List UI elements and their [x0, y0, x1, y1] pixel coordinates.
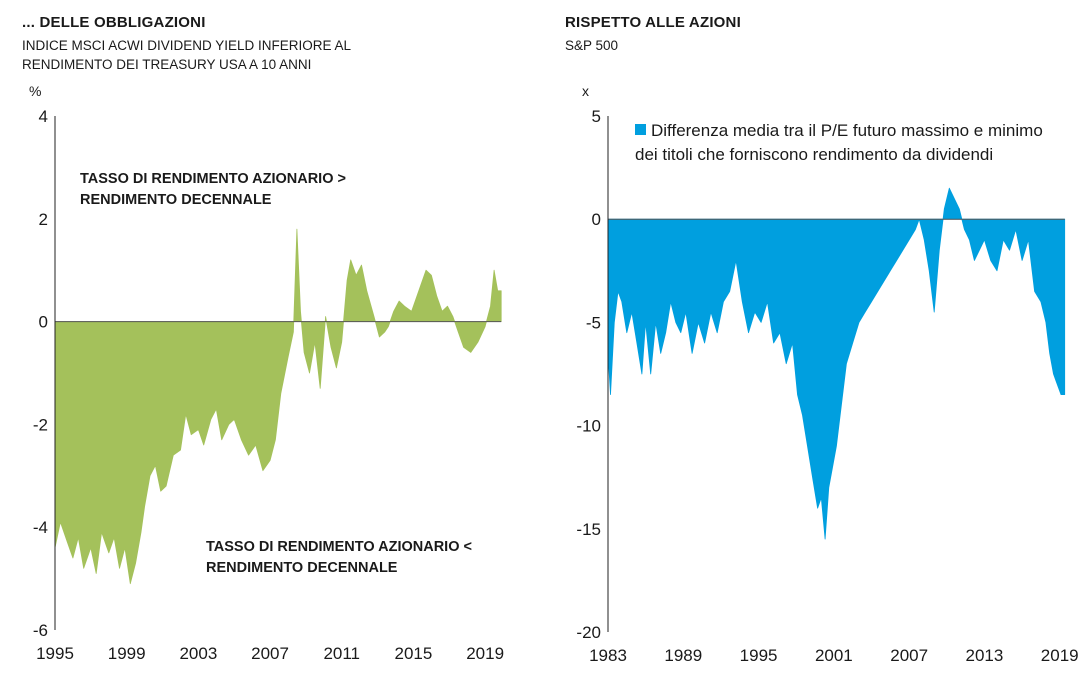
area-series	[54, 228, 502, 585]
x-tick-label: 1989	[664, 646, 702, 665]
x-tick-label: 2011	[323, 644, 360, 663]
x-tick-label: 2007	[251, 644, 289, 663]
x-tick-label: 2013	[966, 646, 1004, 665]
right-chart-panel: RISPETTO ALLE AZIONI S&P 500 x 5 0 -5 -10 -15…	[545, 0, 1090, 684]
area-series	[607, 187, 1066, 540]
legend-swatch	[635, 124, 646, 135]
chart-title: RISPETTO ALLE AZIONI	[565, 14, 741, 31]
y-tick-label: 5	[592, 107, 601, 126]
x-tick-label: 1983	[589, 646, 627, 665]
y-tick-label: -2	[33, 415, 48, 434]
x-tick-label: 2003	[179, 644, 217, 663]
x-tick-label: 1999	[108, 644, 146, 663]
y-tick-label: -15	[576, 520, 601, 539]
y-tick-label: 0	[39, 313, 48, 332]
chart-subtitle: INDICE MSCI ACWI DIVIDEND YIELD INFERIOR…	[22, 38, 351, 72]
x-tick-label: 1995	[36, 644, 74, 663]
chart-subtitle: S&P 500	[565, 38, 619, 53]
chart-legend: Differenza media tra il P/E futuro massi…	[635, 119, 1055, 167]
y-unit-label: x	[582, 83, 589, 99]
legend-label: Differenza media tra il P/E futuro massi…	[635, 121, 1043, 164]
annotation-below-zero: TASSO DI RENDIMENTO AZIONARIO < RENDIMEN…	[206, 539, 472, 576]
y-tick-label: -4	[33, 518, 48, 537]
y-tick-label: -20	[576, 623, 601, 642]
y-tick-label: 0	[592, 210, 601, 229]
chart-title: ... DELLE OBBLIGAZIONI	[22, 14, 206, 31]
y-tick-label: -5	[586, 313, 601, 332]
x-tick-label: 1995	[740, 646, 778, 665]
annotation-above-zero: TASSO DI RENDIMENTO AZIONARIO > RENDIMEN…	[80, 171, 346, 208]
y-tick-label: -6	[33, 621, 48, 640]
y-unit-label: %	[29, 83, 41, 99]
left-chart-panel: ... DELLE OBBLIGAZIONI INDICE MSCI ACWI …	[22, 14, 504, 663]
x-tick-label: 2007	[890, 646, 928, 665]
x-tick-label: 2019	[466, 644, 504, 663]
x-tick-label: 2015	[395, 644, 433, 663]
y-tick-label: 4	[39, 107, 48, 126]
y-tick-label: -10	[576, 417, 601, 436]
right-chart-svg: x5 0 -5 -10 -15 -20 1983 1989 1995 2001 2007 2013 20…	[576, 83, 1079, 665]
left-chart-svg: % 4 2 0 -2 -4 -6 1995 1999 2003 2007 2011 2015 2019	[29, 83, 504, 663]
y-tick-label: 2	[39, 210, 48, 229]
x-tick-label: 2001	[815, 646, 853, 665]
x-tick-label: 2019	[1041, 646, 1079, 665]
